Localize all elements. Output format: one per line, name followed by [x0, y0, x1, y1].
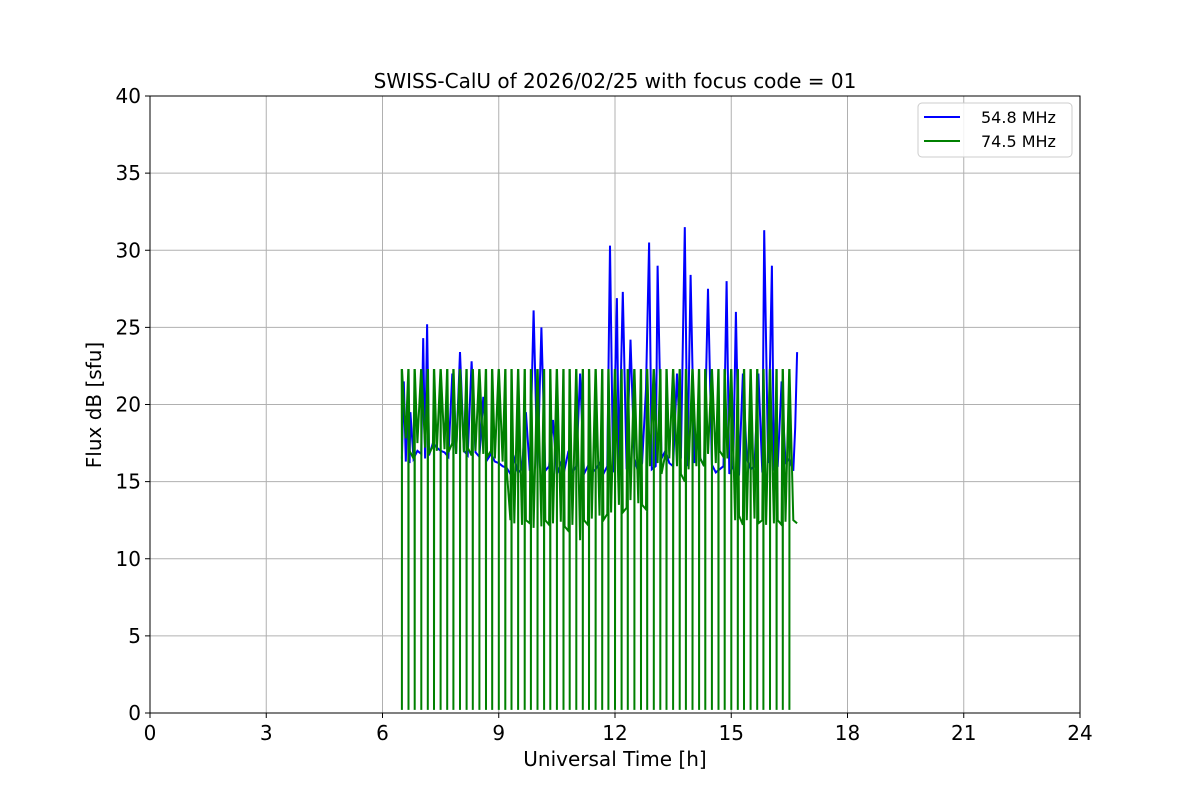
axis-ticks: 0 3 6 9 12 15 18 21 24 0 5 10 15 20 25 30 35 40: [116, 84, 1093, 745]
y-tick-label: 10: [116, 547, 141, 571]
y-tick-label: 0: [128, 701, 141, 725]
series-line-74-5-mhz: [400, 368, 798, 710]
x-tick-label: 9: [492, 721, 505, 745]
plot-area: [400, 227, 799, 710]
y-tick-label: 40: [116, 84, 141, 108]
legend-label-54-8-mhz: 54.8 MHz: [981, 108, 1056, 127]
legend: 54.8 MHz 74.5 MHz: [917, 102, 1073, 158]
x-tick-label: 12: [602, 721, 627, 745]
y-tick-label: 20: [116, 393, 141, 417]
x-tick-label: 15: [719, 721, 744, 745]
legend-label-74-5-mhz: 74.5 MHz: [981, 132, 1056, 151]
x-axis-label: Universal Time [h]: [523, 747, 706, 771]
y-tick-label: 35: [116, 161, 141, 185]
y-tick-label: 25: [116, 315, 141, 339]
x-tick-label: 18: [835, 721, 860, 745]
x-tick-label: 0: [144, 721, 157, 745]
x-tick-label: 24: [1067, 721, 1092, 745]
x-tick-label: 21: [951, 721, 976, 745]
y-tick-label: 5: [128, 624, 141, 648]
y-axis-label: Flux dB [sfu]: [82, 342, 106, 468]
x-tick-label: 6: [376, 721, 389, 745]
y-tick-label: 15: [116, 470, 141, 494]
x-tick-label: 3: [260, 721, 273, 745]
y-tick-label: 30: [116, 238, 141, 262]
chart-title: SWISS-CalU of 2026/02/25 with focus code…: [374, 69, 857, 93]
